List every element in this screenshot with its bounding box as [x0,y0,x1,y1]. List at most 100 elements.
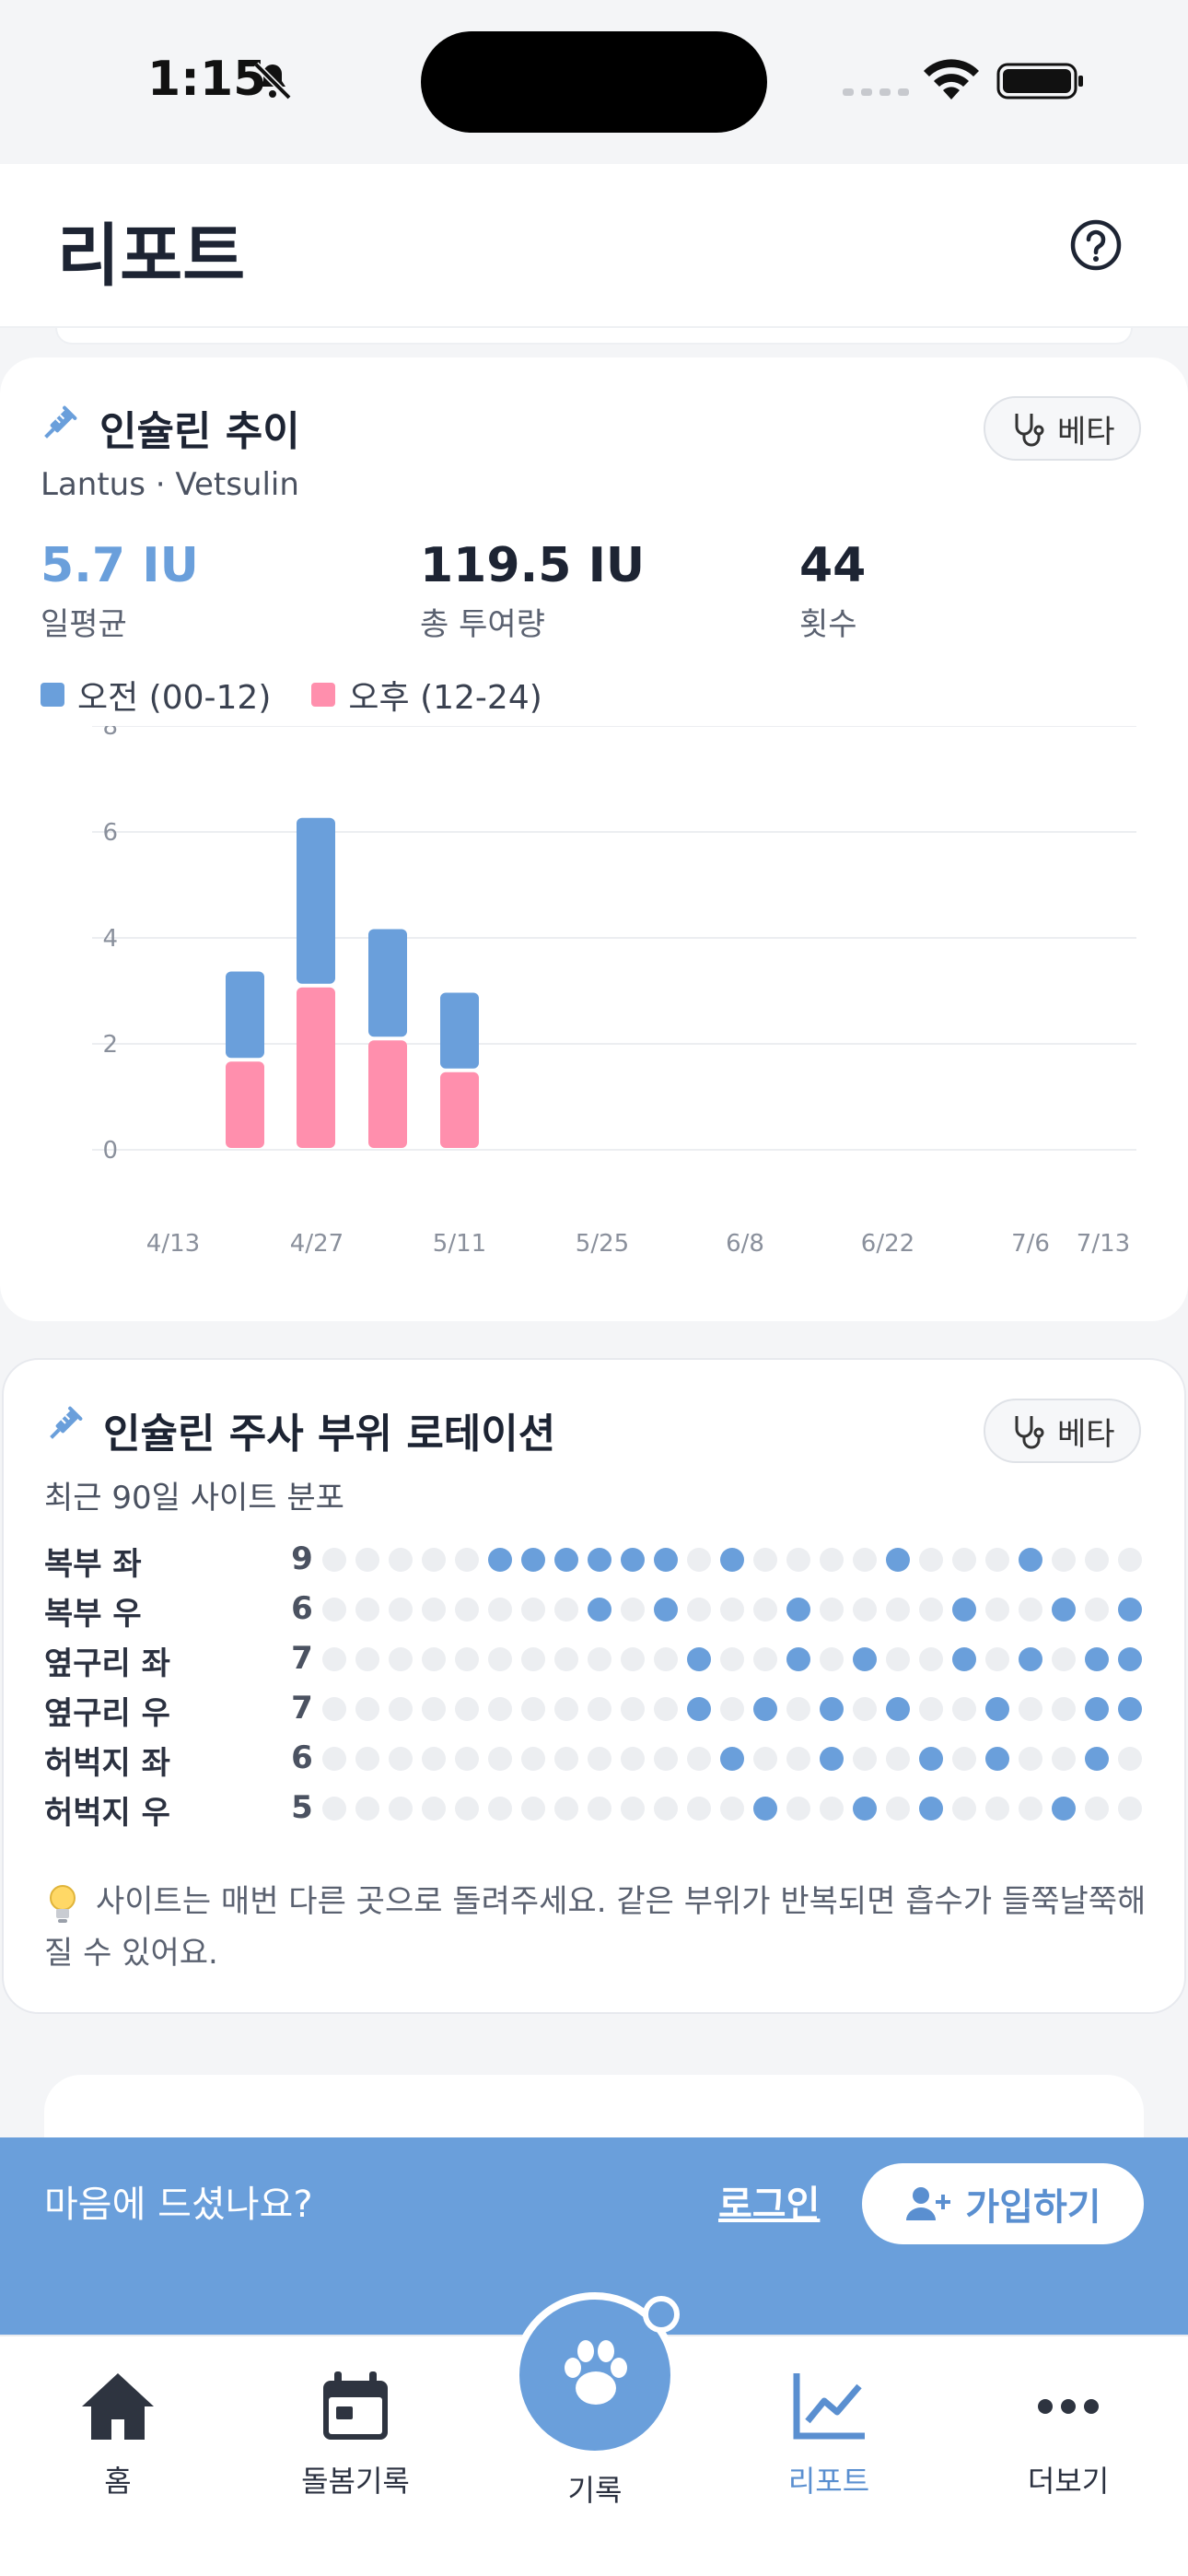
injection-dot-empty [322,1747,346,1771]
y-tick-label: 0 [102,1137,118,1165]
injection-dot-empty [455,1747,479,1771]
injection-dot-filled [1085,1697,1109,1721]
paw-icon [565,2340,627,2405]
injection-dot-filled [786,1647,810,1671]
injection-dot-empty [1019,1598,1042,1622]
injection-dot-empty [919,1647,943,1671]
beta-label: 베타 [1057,1415,1115,1453]
injection-dot-empty [521,1598,545,1622]
injection-dot-empty [687,1797,711,1821]
injection-dot-filled [488,1548,512,1572]
injection-dot-empty [621,1747,645,1771]
injection-dot-empty [521,1647,545,1671]
record-fab[interactable] [512,2292,680,2458]
stethoscope-icon [1015,1416,1044,1449]
injection-dot-empty [455,1697,479,1721]
injection-dot-empty [554,1598,578,1622]
y-tick-label: 8 [102,726,118,741]
site-count: 7 [291,1690,313,1727]
injection-dot-filled [886,1697,910,1721]
page-title: 리포트 [57,217,246,296]
injection-dot-empty [389,1697,413,1721]
home-icon [82,2373,154,2440]
injection-dot-filled [720,1548,744,1572]
injection-dot-filled [720,1747,744,1771]
card-subtitle: Lantus · Vetsulin [41,466,299,503]
tab-label: 더보기 [1027,2464,1110,2499]
injection-dot-empty [621,1598,645,1622]
legend-item-pm: 오후 (12-24) [311,671,542,719]
beta-badge[interactable]: 베타 [984,1399,1141,1463]
injection-dot-empty [488,1647,512,1671]
card-title: 인슐린 주사 부위 로테이션 [103,1411,556,1458]
injection-dot-empty [554,1747,578,1771]
help-icon[interactable] [1068,217,1124,273]
injection-dot-empty [588,1647,611,1671]
y-tick-label: 2 [102,1031,118,1059]
tab-more[interactable]: 더보기 [985,2370,1151,2500]
login-link[interactable]: 로그인 [718,2184,821,2226]
injection-dot-empty [355,1747,379,1771]
injection-dot-empty [886,1797,910,1821]
beta-label: 베타 [1057,413,1115,451]
injection-dot-empty [1052,1747,1076,1771]
injection-dot-empty [853,1598,877,1622]
chart-legend: 오전 (00-12) 오후 (12-24) [41,671,542,719]
bar-segment-am [440,992,479,1069]
injection-dot-empty [389,1797,413,1821]
injection-dot-filled [753,1697,777,1721]
injection-dot-empty [985,1598,1009,1622]
injection-dot-empty [687,1548,711,1572]
site-label: 복부 우 [44,1596,142,1633]
injection-dot-filled [588,1548,611,1572]
injection-dot-empty [322,1797,346,1821]
beta-badge[interactable]: 베타 [984,396,1141,461]
injection-dot-filled [1052,1797,1076,1821]
site-count: 7 [291,1640,313,1677]
x-tick-label: 5/25 [576,1230,629,1258]
injection-dot-empty [322,1548,346,1572]
injection-dot-empty [786,1697,810,1721]
status-bar: 1:15 [0,0,1188,164]
add-user-icon [906,2187,951,2220]
injection-dot-empty [422,1747,446,1771]
injection-dot-empty [886,1598,910,1622]
signup-button[interactable]: 가입하기 [862,2163,1144,2244]
injection-dot-empty [654,1797,678,1821]
injection-dot-empty [720,1647,744,1671]
injection-dot-empty [355,1697,379,1721]
rotation-row: 허벅지 좌 6 [44,1734,1149,1784]
bar-segment-pm [368,1040,407,1148]
tab-report[interactable]: 리포트 [746,2370,912,2500]
injection-dot-empty [1118,1747,1142,1771]
injection-dot-empty [422,1797,446,1821]
injection-dot-empty [1052,1647,1076,1671]
injection-dot-empty [952,1548,976,1572]
injection-dot-empty [621,1697,645,1721]
card-title: 인슐린 추이 [99,408,300,455]
tab-care-log[interactable]: 돌봄기록 [273,2370,438,2500]
injection-dot-empty [1085,1797,1109,1821]
tab-home[interactable]: 홈 [35,2370,201,2500]
injection-dot-empty [554,1647,578,1671]
injection-dot-empty [389,1548,413,1572]
injection-dot-empty [1118,1797,1142,1821]
card-subtitle: 최근 90일 사이트 분포 [44,1480,344,1516]
injection-dot-empty [1019,1797,1042,1821]
site-label: 복부 좌 [44,1546,142,1583]
injection-dot-filled [621,1548,645,1572]
bar-segment-am [297,817,335,984]
insulin-trend-chart: 0 2 4 6 8 4/13 4/27 5/11 5/25 6/8 6/22 7/6 7/13 [92,726,1136,1258]
injection-dot-filled [554,1548,578,1572]
bar-segment-pm [226,1061,264,1148]
injection-dot-filled [654,1548,678,1572]
injection-dot-filled [1118,1697,1142,1721]
injection-dot-filled [853,1797,877,1821]
legend-label-pm: 오후 (12-24) [348,679,542,717]
injection-dot-empty [488,1598,512,1622]
injection-dot-empty [389,1647,413,1671]
injection-dot-empty [654,1647,678,1671]
injection-dot-empty [985,1647,1009,1671]
injection-dot-empty [422,1548,446,1572]
app-header: 리포트 [0,164,1188,328]
